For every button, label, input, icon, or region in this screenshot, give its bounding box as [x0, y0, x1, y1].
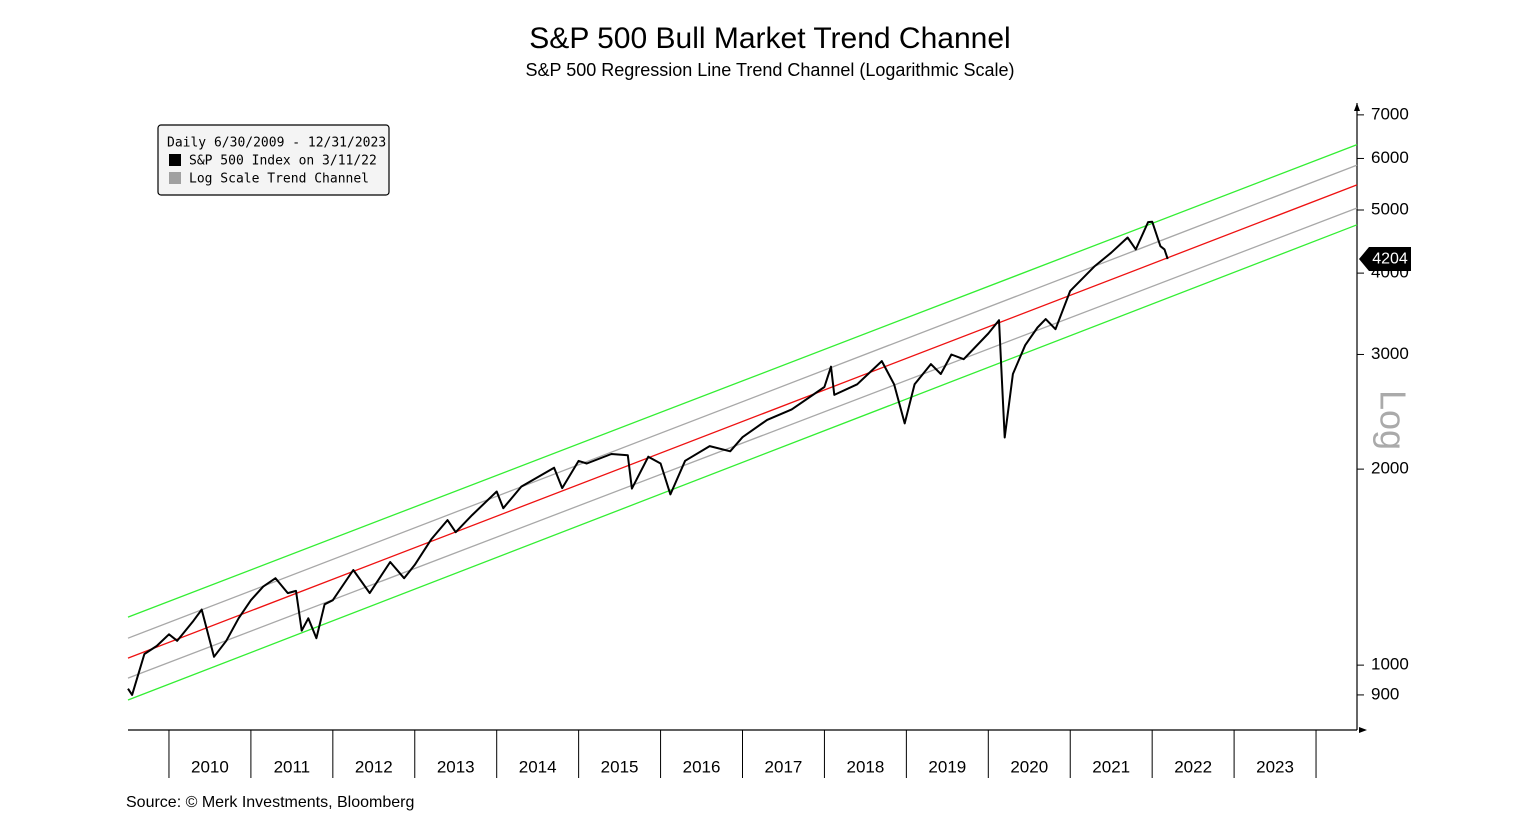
legend-title: Daily 6/30/2009 - 12/31/2023 [167, 136, 386, 151]
x-tick-label: 2011 [274, 757, 311, 776]
index-line [127, 220, 1169, 696]
y-tick-label: 900 [1371, 684, 1399, 703]
y-tick-label: 6000 [1371, 148, 1409, 167]
chart-subtitle: S&P 500 Regression Line Trend Channel (L… [526, 60, 1015, 80]
last-value-label: 4204 [1372, 250, 1408, 267]
trend-line [127, 224, 1358, 701]
x-tick-label: 2022 [1174, 757, 1212, 776]
x-tick-label: 2014 [519, 757, 557, 776]
legend-label: S&P 500 Index on 3/11/22 [189, 154, 377, 169]
x-tick-label: 2019 [928, 757, 966, 776]
x-tick-label: 2017 [765, 757, 803, 776]
last-value-box [1359, 247, 1411, 272]
x-tick-label: 2020 [1010, 757, 1048, 776]
trend-line [127, 184, 1358, 659]
y-tick-label: 2000 [1371, 459, 1409, 478]
x-tick-label: 2023 [1256, 757, 1294, 776]
y-tick-label: 1000 [1371, 655, 1409, 674]
x-tick-label: 2012 [355, 757, 393, 776]
y-tick-label: 5000 [1371, 199, 1409, 218]
y-axis-label: Log [1372, 390, 1413, 450]
x-tick-label: 2013 [437, 757, 475, 776]
trend-line [127, 207, 1358, 679]
x-tick-label: 2016 [683, 757, 721, 776]
source: Source: © Merk Investments, Bloomberg [126, 794, 414, 811]
legend-swatch [169, 172, 181, 184]
y-tick-label: 3000 [1371, 344, 1409, 363]
y-axis-arrow [1354, 103, 1360, 111]
legend: Daily 6/30/2009 - 12/31/2023 S&P 500 Ind… [157, 124, 390, 196]
trend-line [127, 164, 1358, 639]
x-tick-label: 2015 [601, 757, 639, 776]
x-tick-label: 2018 [846, 757, 884, 776]
y-axis-arrow [1359, 727, 1367, 733]
legend-label: Log Scale Trend Channel [189, 172, 369, 187]
y-tick-label: 7000 [1371, 104, 1409, 123]
chart-title: S&P 500 Bull Market Trend Channel [529, 22, 1010, 55]
trend-line [127, 144, 1358, 618]
last-value-tag: 4204 [1359, 247, 1411, 272]
legend-swatch [169, 154, 181, 166]
legend-box [157, 124, 390, 196]
x-tick-label: 2010 [191, 757, 229, 776]
x-tick-label: 2021 [1092, 757, 1130, 776]
